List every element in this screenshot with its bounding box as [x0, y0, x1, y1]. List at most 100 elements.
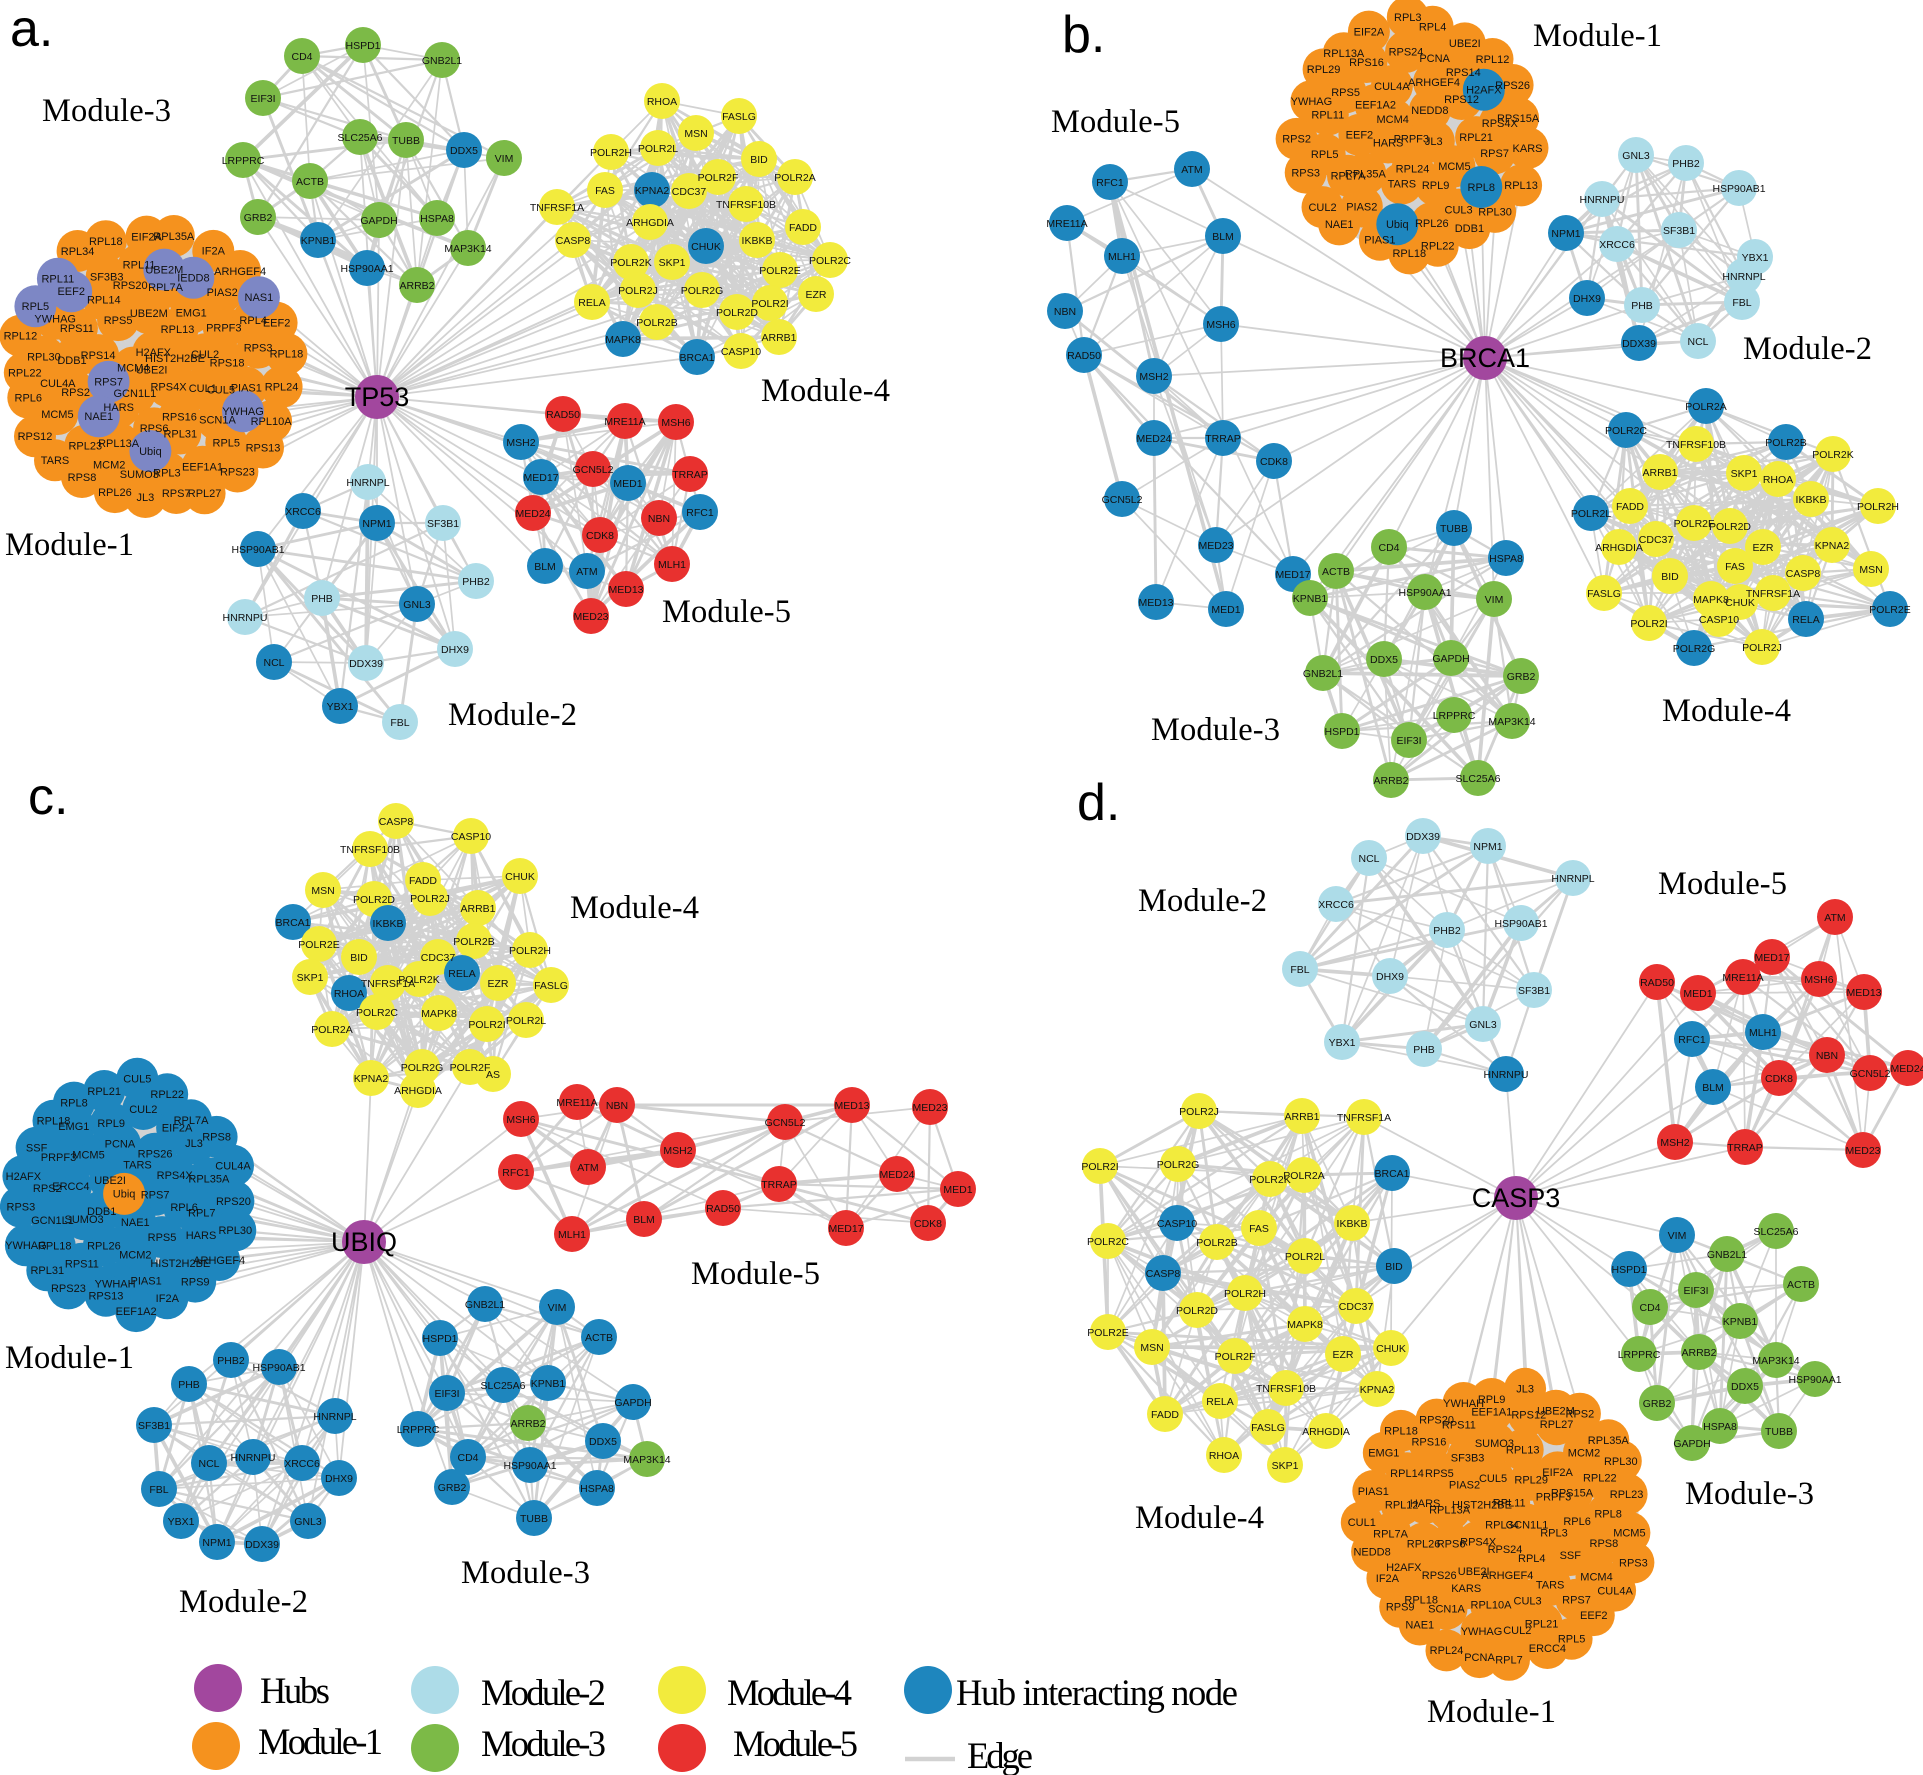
svg-text:Module-4: Module-4 [570, 890, 699, 926]
svg-text:EEF2: EEF2 [57, 286, 85, 298]
svg-text:NCL: NCL [198, 1458, 219, 1470]
svg-text:SKP1: SKP1 [297, 972, 324, 984]
svg-text:H2AFX: H2AFX [136, 347, 172, 359]
svg-text:DDX5: DDX5 [1731, 1381, 1759, 1393]
svg-text:CDK8: CDK8 [1260, 456, 1288, 468]
svg-text:FASLG: FASLG [534, 980, 568, 992]
svg-text:KPNA2: KPNA2 [1360, 1384, 1395, 1396]
svg-text:FBL: FBL [390, 717, 409, 729]
svg-text:RPL23: RPL23 [68, 440, 102, 452]
svg-text:SF3B1: SF3B1 [138, 1420, 170, 1432]
svg-text:ARRB2: ARRB2 [399, 280, 434, 292]
svg-text:IF2A: IF2A [202, 246, 226, 258]
svg-text:GNL3: GNL3 [1622, 150, 1650, 162]
svg-text:EIF3I: EIF3I [250, 93, 275, 105]
svg-text:RPL18: RPL18 [37, 1116, 71, 1128]
svg-text:RPS4X: RPS4X [1460, 1537, 1497, 1549]
svg-text:RPL13: RPL13 [1506, 1445, 1540, 1457]
svg-text:KPNB1: KPNB1 [1293, 593, 1328, 605]
svg-text:Module-2: Module-2 [481, 1672, 606, 1713]
svg-text:HSPA8: HSPA8 [580, 1483, 614, 1495]
svg-text:RELA: RELA [1206, 1396, 1233, 1408]
svg-text:DDX39: DDX39 [1406, 831, 1440, 843]
svg-text:FADD: FADD [1151, 1409, 1179, 1421]
svg-text:SKP1: SKP1 [1272, 1460, 1299, 1472]
svg-text:RPL7: RPL7 [188, 1207, 216, 1219]
svg-text:EEF2: EEF2 [1580, 1610, 1608, 1622]
svg-text:POLR2K: POLR2K [1812, 449, 1853, 461]
svg-text:POLR2H: POLR2H [590, 147, 632, 159]
svg-text:GCN1L1: GCN1L1 [114, 388, 157, 400]
svg-text:HSPA8: HSPA8 [420, 213, 454, 225]
svg-text:Module-1: Module-1 [258, 1721, 383, 1762]
svg-text:GAPDH: GAPDH [360, 215, 397, 227]
svg-text:HARS: HARS [103, 402, 134, 414]
svg-text:RPL14: RPL14 [87, 294, 121, 306]
svg-text:Module-1: Module-1 [1427, 1694, 1556, 1730]
svg-text:HNRNPL: HNRNPL [1722, 271, 1765, 283]
svg-text:MED13: MED13 [1138, 597, 1173, 609]
svg-text:PHB: PHB [178, 1379, 200, 1391]
svg-text:SLC25A6: SLC25A6 [1456, 773, 1501, 785]
svg-text:RPS24: RPS24 [1389, 47, 1424, 59]
svg-text:RPL13A: RPL13A [1429, 1505, 1471, 1517]
svg-text:POLR2F: POLR2F [1674, 518, 1715, 530]
svg-text:CD4: CD4 [457, 1452, 478, 1464]
svg-text:RPS9: RPS9 [1386, 1602, 1415, 1614]
svg-text:Module-2: Module-2 [179, 1584, 308, 1620]
svg-text:GCN1L1: GCN1L1 [31, 1215, 74, 1227]
svg-text:SUMO3: SUMO3 [120, 469, 159, 481]
svg-text:Module-5: Module-5 [662, 594, 791, 630]
svg-text:IKBKB: IKBKB [1337, 1218, 1368, 1230]
svg-text:RPL3: RPL3 [153, 467, 181, 479]
svg-text:RPS8: RPS8 [68, 472, 97, 484]
svg-text:TARS: TARS [123, 1160, 152, 1172]
svg-text:HIST2H2BE: HIST2H2BE [145, 353, 205, 365]
svg-text:RPL7A: RPL7A [174, 1115, 210, 1127]
svg-text:ARHGEF4: ARHGEF4 [1408, 77, 1460, 89]
svg-text:SLC25A6: SLC25A6 [1754, 1226, 1799, 1238]
svg-text:RAD50: RAD50 [546, 409, 580, 421]
svg-text:POLR2L: POLR2L [1571, 508, 1611, 520]
svg-text:POLR2E: POLR2E [298, 939, 339, 951]
svg-text:RPL26: RPL26 [98, 487, 132, 499]
svg-text:POLR2L: POLR2L [506, 1015, 546, 1027]
svg-text:POLR2D: POLR2D [716, 307, 758, 319]
svg-text:VIM: VIM [1668, 1230, 1687, 1242]
svg-text:RPL21: RPL21 [1525, 1618, 1559, 1630]
svg-text:SKP1: SKP1 [659, 257, 686, 269]
svg-text:HIST2H2BE: HIST2H2BE [150, 1258, 210, 1270]
svg-text:VIM: VIM [548, 1302, 567, 1314]
svg-text:FAS: FAS [595, 185, 615, 197]
svg-text:PIAS2: PIAS2 [1449, 1480, 1480, 1492]
svg-text:MCM4: MCM4 [1377, 114, 1409, 126]
svg-text:GRB2: GRB2 [438, 1482, 467, 1494]
svg-text:PCNA: PCNA [1464, 1652, 1495, 1664]
svg-text:POLR2F: POLR2F [1215, 1351, 1256, 1363]
svg-text:NPM1: NPM1 [1551, 228, 1580, 240]
svg-text:KPNA2: KPNA2 [635, 185, 670, 197]
svg-text:RPL18: RPL18 [1404, 1594, 1438, 1606]
svg-text:EIF3I: EIF3I [434, 1388, 459, 1400]
svg-text:RPS2: RPS2 [1282, 134, 1311, 146]
svg-text:PIAS2: PIAS2 [1346, 201, 1377, 213]
svg-text:KPNB1: KPNB1 [301, 235, 336, 247]
svg-text:RPL27: RPL27 [1540, 1419, 1574, 1431]
svg-text:Module-4: Module-4 [1662, 693, 1791, 729]
svg-text:MED13: MED13 [834, 1100, 869, 1112]
svg-text:MCM4: MCM4 [1580, 1572, 1612, 1584]
svg-text:CHUK: CHUK [505, 871, 535, 883]
svg-text:ARHGDIA: ARHGDIA [1595, 542, 1643, 554]
svg-text:YWHAG: YWHAG [1291, 96, 1333, 108]
svg-text:RPL3: RPL3 [1394, 12, 1422, 24]
svg-text:ACTB: ACTB [1322, 566, 1350, 578]
svg-text:POLR2J: POLR2J [1742, 642, 1782, 654]
svg-text:PHB2: PHB2 [462, 576, 490, 588]
svg-text:DHX9: DHX9 [1376, 971, 1404, 983]
svg-text:RHOA: RHOA [334, 988, 364, 1000]
svg-text:GAPDH: GAPDH [614, 1397, 651, 1409]
svg-text:RPS3: RPS3 [7, 1202, 36, 1214]
svg-text:RPL22: RPL22 [8, 367, 42, 379]
svg-text:RELA: RELA [1792, 614, 1819, 626]
svg-text:SF3B3: SF3B3 [1451, 1453, 1485, 1465]
